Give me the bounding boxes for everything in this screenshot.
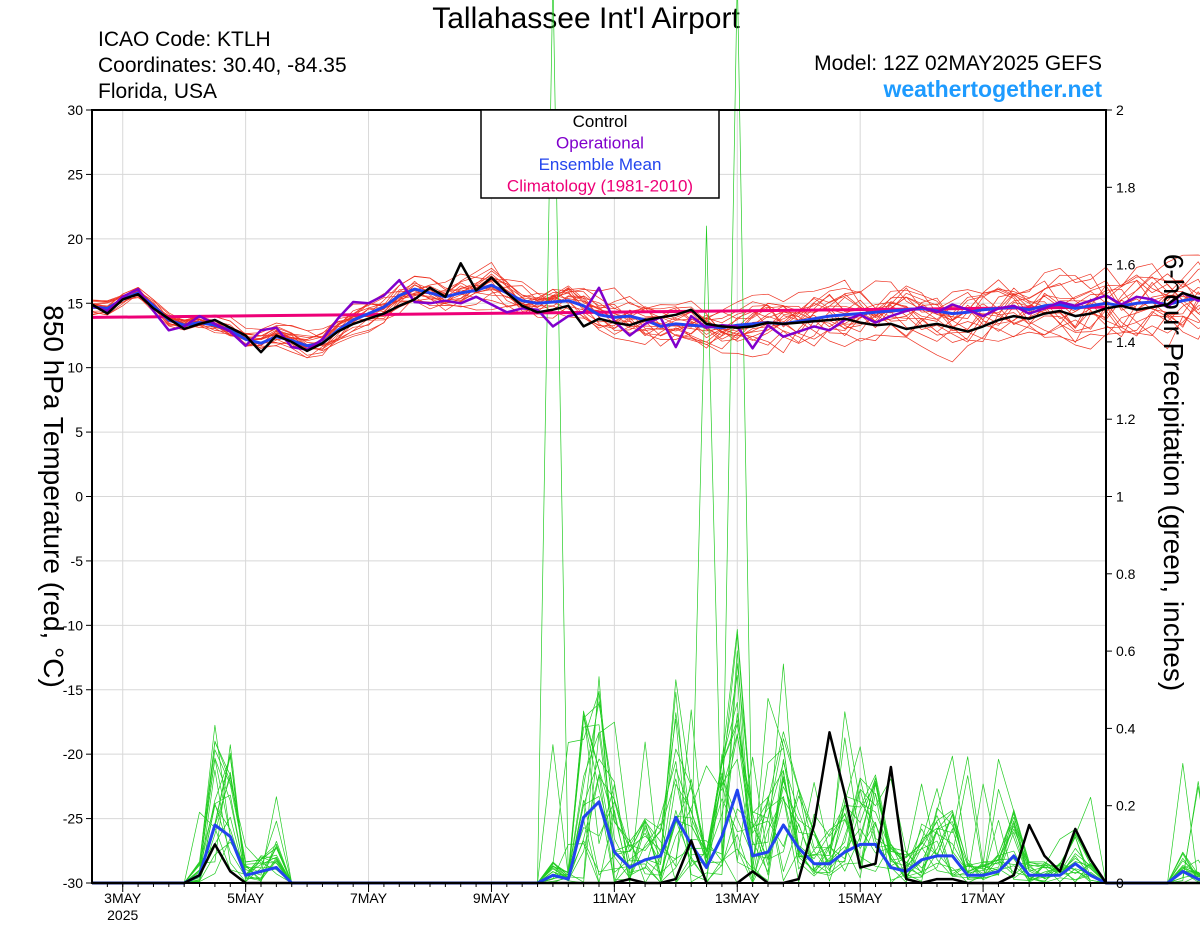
y-tick-label-right: 1 [1116,489,1124,505]
model-run: Model: 12Z 02MAY2025 GEFS [814,52,1102,75]
x-tick-label: 13MAY [715,890,761,906]
precip-member-line [92,629,1200,884]
y-tick-label-left: -30 [63,875,83,891]
y-tick-label-right: 2 [1116,102,1124,118]
x-tick-label: 3MAY [104,890,142,906]
y-tick-label-right: 1.2 [1116,411,1136,427]
precip-member-line [92,691,1200,884]
y-tick-label-right: 0.8 [1116,566,1136,582]
precip-member-line [92,731,1200,884]
y-tick-label-right: 0.4 [1116,720,1136,736]
y-tick-label-left: -10 [63,617,83,633]
axes: 302520151050-5-10-15-20-25-3021.81.61.41… [38,102,1189,923]
precip-member-line [92,711,1200,884]
y-tick-label-left: 20 [67,231,83,247]
y-tick-label-right: 0.6 [1116,643,1136,659]
y-axis-label-left: 850 hPa Temperature (red, °C) [38,305,69,688]
y-tick-label-left: 15 [67,295,83,311]
icao-code: ICAO Code: KTLH [98,28,271,51]
y-tick-label-left: 10 [67,360,83,376]
y-tick-label-left: 0 [75,489,83,505]
precip-member-line [92,691,1200,884]
temp-control-line [91,262,1200,354]
y-tick-label-right: 1.6 [1116,257,1136,273]
legend-box [480,109,720,199]
precip-member-line [92,703,1200,884]
grid-lines [92,110,1106,883]
precip-member-line [92,675,1200,884]
coordinates: Coordinates: 30.40, -84.35 [98,54,347,77]
y-tick-label-right: 1.8 [1116,179,1136,195]
chart-title: Tallahassee Int'l Airport [432,2,740,35]
precip-member-line [92,634,1200,884]
x-tick-label: 17MAY [961,890,1007,906]
y-tick-label-left: -25 [63,811,83,827]
x-tick-sublabel: 2025 [107,907,138,923]
temp-mean-line [91,283,1200,348]
temp-member-line [91,279,1200,342]
y-tick-label-left: -15 [63,682,83,698]
temp-member-line [91,280,1200,347]
y-tick-label-left: 30 [67,102,83,118]
precip-member-line [92,710,1200,884]
x-tick-label: 9MAY [473,890,511,906]
precip-member-line [92,676,1200,884]
precip-member-line [92,712,1200,884]
x-tick-label: 5MAY [227,890,265,906]
y-tick-label-left: -20 [63,746,83,762]
temp-member-line [91,279,1200,358]
y-tick-label-right: 0.2 [1116,798,1136,814]
legend-entry: Climatology (1981-2010) [507,177,693,196]
main-series [91,262,1200,885]
legend-entry: Control [573,112,628,131]
legend-entry: Ensemble Mean [539,155,662,174]
y-tick-label-left: 25 [67,166,83,182]
legend-entry: Operational [556,134,644,153]
temp-operational-line [91,278,1200,351]
climatology-line [91,305,1107,319]
y-tick-label-left: -5 [71,553,84,569]
legend: Control Operational Ensemble Mean Climatolo… [480,109,720,199]
y-tick-label-right: 1.4 [1116,334,1136,350]
precip-member-line [92,650,1200,884]
precip-member-line [92,663,1200,884]
temp-member-line [91,282,1200,340]
precip-member-line [92,663,1200,884]
x-tick-label: 7MAY [350,890,388,906]
temp-member-line [91,274,1200,345]
precip-member-line [92,711,1200,884]
x-tick-label: 11MAY [592,890,636,906]
x-tick-label: 15MAY [838,890,884,906]
site-link[interactable]: weathertogether.net [883,76,1102,102]
y-tick-label-right: 0 [1116,875,1124,891]
y-axis-label-right: 6-hour Precipitation (green, inches) [1158,254,1189,691]
y-tick-label-left: 5 [75,424,83,440]
precip-member-line [92,701,1200,884]
region: Florida, USA [98,80,218,103]
